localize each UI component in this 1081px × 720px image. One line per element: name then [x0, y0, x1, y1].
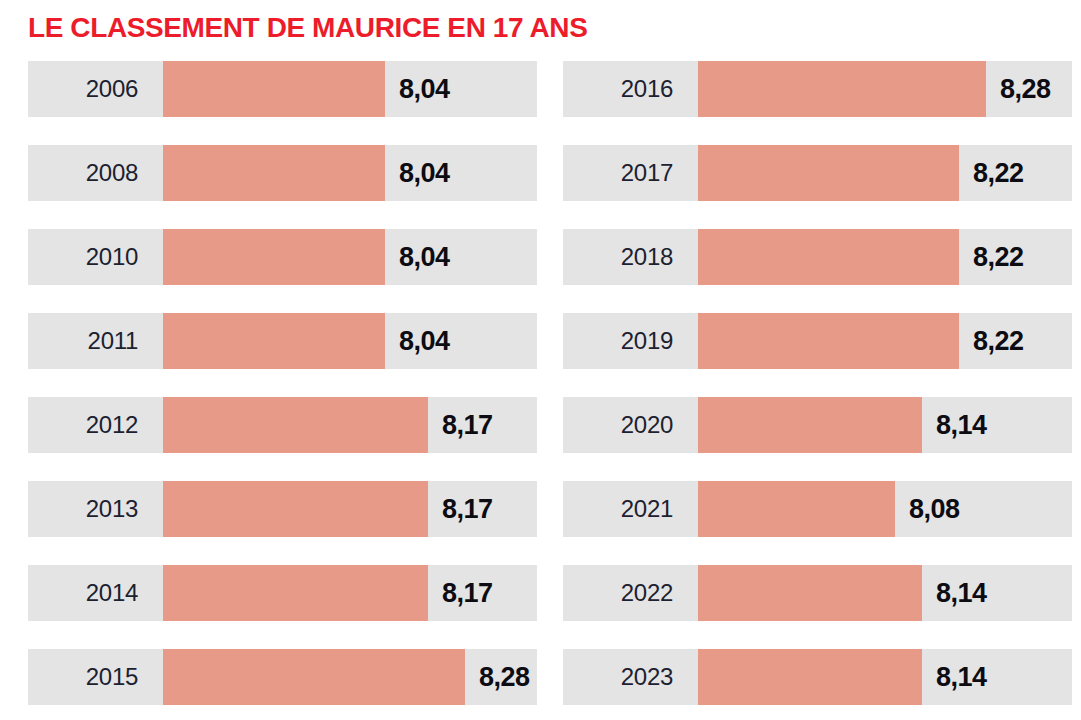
value-bar	[698, 313, 959, 369]
value-label: 8,14	[936, 410, 987, 441]
value-bar	[163, 229, 385, 285]
chart-row: 2012 8,17	[28, 397, 537, 453]
value-bar	[698, 229, 959, 285]
value-bar	[698, 565, 922, 621]
value-label: 8,17	[442, 578, 493, 609]
value-bar	[163, 313, 385, 369]
value-bar	[698, 649, 922, 705]
value-label: 8,04	[399, 326, 450, 357]
value-label: 8,14	[936, 662, 987, 693]
year-label: 2016	[563, 75, 698, 103]
value-label: 8,04	[399, 74, 450, 105]
value-label: 8,04	[399, 242, 450, 273]
year-label: 2018	[563, 243, 698, 271]
year-label: 2012	[28, 411, 163, 439]
chart-row: 2023 8,14	[563, 649, 1072, 705]
chart-column-left: 2006 8,04 2008 8,04 2010 8,04 2011 8,04 …	[28, 61, 537, 705]
value-bar	[163, 61, 385, 117]
chart-row: 2015 8,28	[28, 649, 537, 705]
year-label: 2014	[28, 579, 163, 607]
value-label: 8,04	[399, 158, 450, 189]
chart-row: 2018 8,22	[563, 229, 1072, 285]
chart-row: 2022 8,14	[563, 565, 1072, 621]
chart-row: 2008 8,04	[28, 145, 537, 201]
chart-row: 2010 8,04	[28, 229, 537, 285]
value-bar	[698, 145, 959, 201]
chart-row: 2014 8,17	[28, 565, 537, 621]
value-label: 8,17	[442, 410, 493, 441]
year-label: 2022	[563, 579, 698, 607]
chart-row: 2013 8,17	[28, 481, 537, 537]
year-label: 2023	[563, 663, 698, 691]
value-bar	[163, 145, 385, 201]
value-label: 8,22	[973, 326, 1024, 357]
chart-title: LE CLASSEMENT DE MAURICE EN 17 ANS	[28, 12, 587, 44]
year-label: 2021	[563, 495, 698, 523]
chart-row: 2011 8,04	[28, 313, 537, 369]
value-label: 8,28	[1000, 74, 1051, 105]
value-bar	[163, 649, 465, 705]
year-label: 2017	[563, 159, 698, 187]
value-bar	[163, 565, 428, 621]
year-label: 2011	[28, 327, 163, 355]
chart-row: 2021 8,08	[563, 481, 1072, 537]
value-label: 8,14	[936, 578, 987, 609]
chart-row: 2017 8,22	[563, 145, 1072, 201]
year-label: 2006	[28, 75, 163, 103]
value-bar	[698, 481, 895, 537]
year-label: 2008	[28, 159, 163, 187]
chart-row: 2016 8,28	[563, 61, 1072, 117]
value-label: 8,22	[973, 158, 1024, 189]
value-label: 8,08	[909, 494, 960, 525]
value-bar	[163, 397, 428, 453]
year-label: 2010	[28, 243, 163, 271]
year-label: 2020	[563, 411, 698, 439]
chart-row: 2020 8,14	[563, 397, 1072, 453]
chart-column-right: 2016 8,28 2017 8,22 2018 8,22 2019 8,22 …	[563, 61, 1072, 705]
value-label: 8,28	[479, 662, 530, 693]
value-label: 8,17	[442, 494, 493, 525]
infographic-canvas: LE CLASSEMENT DE MAURICE EN 17 ANS 2006 …	[0, 0, 1081, 720]
chart-row: 2019 8,22	[563, 313, 1072, 369]
year-label: 2015	[28, 663, 163, 691]
value-bar	[163, 481, 428, 537]
value-label: 8,22	[973, 242, 1024, 273]
value-bar	[698, 397, 922, 453]
year-label: 2013	[28, 495, 163, 523]
value-bar	[698, 61, 986, 117]
bar-chart: 2006 8,04 2008 8,04 2010 8,04 2011 8,04 …	[28, 61, 1072, 705]
chart-row: 2006 8,04	[28, 61, 537, 117]
year-label: 2019	[563, 327, 698, 355]
